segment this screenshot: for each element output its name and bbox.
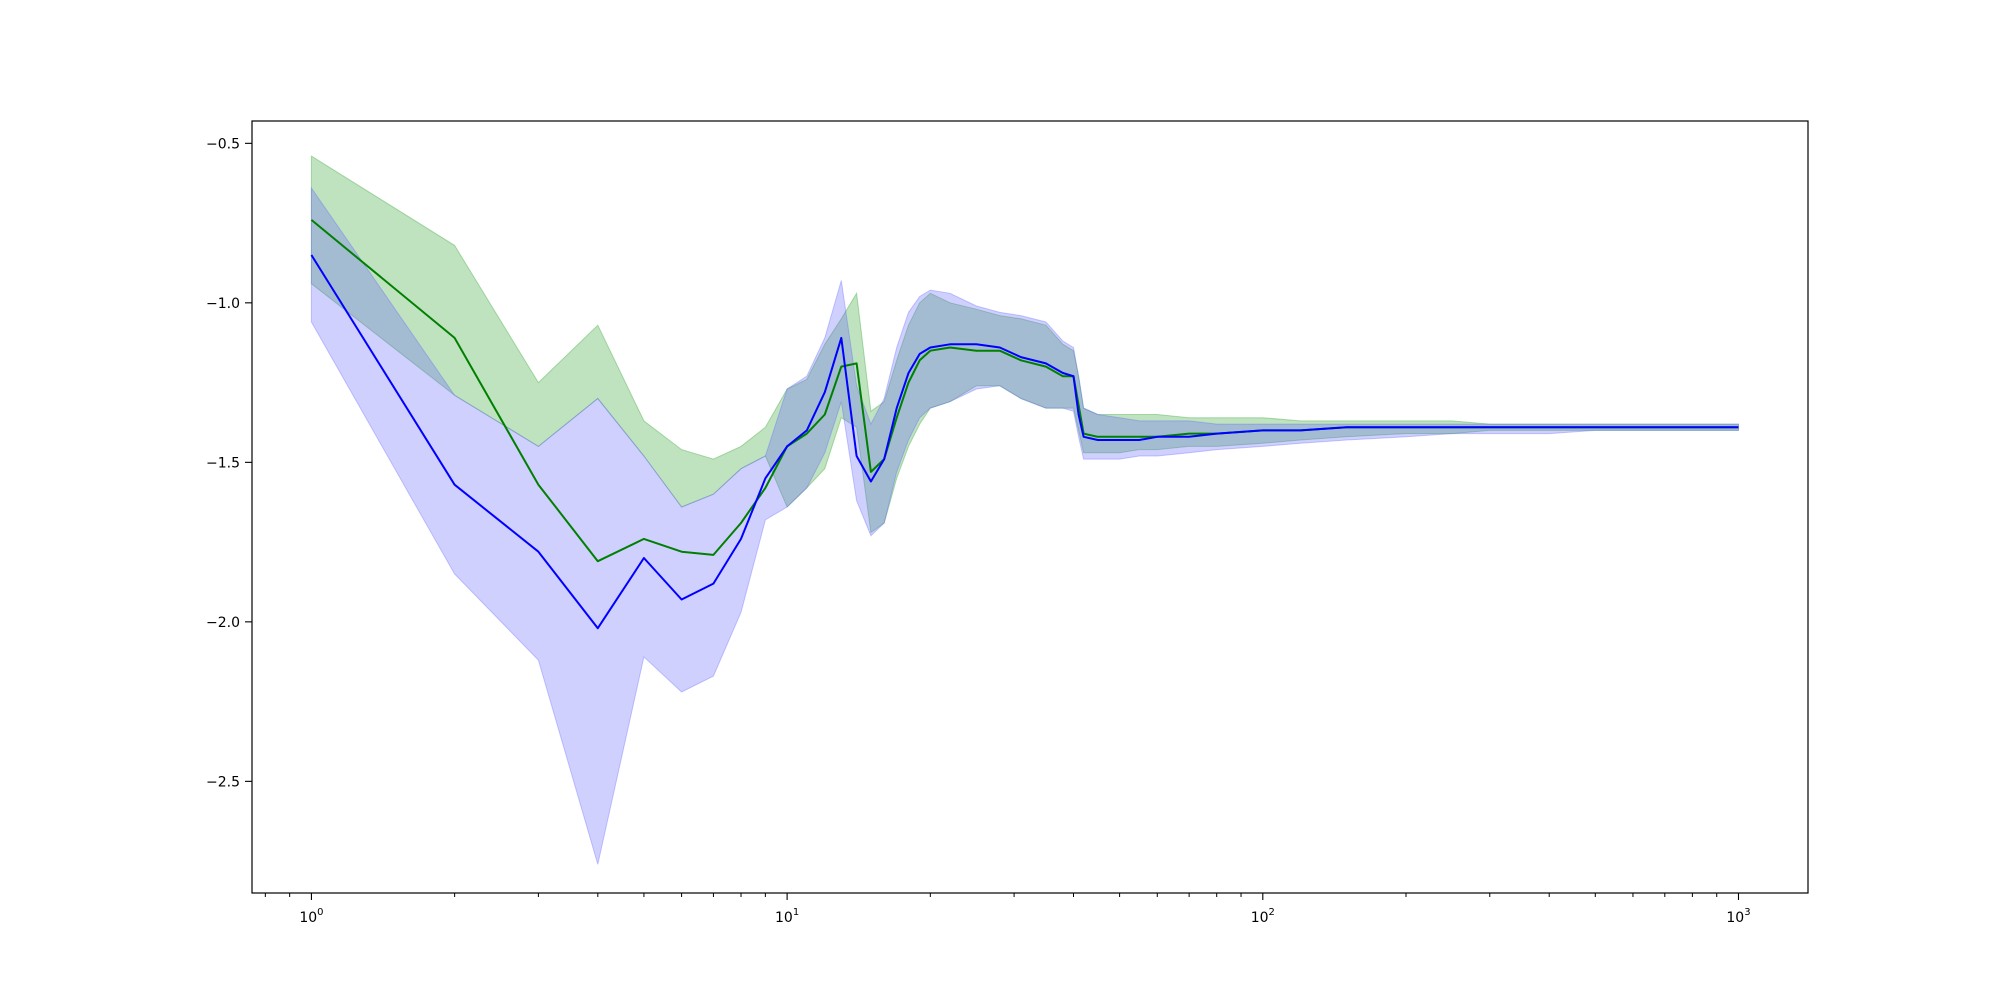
y-tick-label: −1.5 xyxy=(206,455,240,471)
x-tick-label: 102 xyxy=(1251,907,1275,926)
series-2-line xyxy=(310,254,1739,630)
confidence-bands xyxy=(310,155,1739,865)
y-tick-label: −0.5 xyxy=(206,136,240,152)
series-1-band xyxy=(310,155,1739,534)
x-tick-label: 101 xyxy=(775,907,799,926)
x-tick-label: 103 xyxy=(1726,907,1750,926)
y-tick-label: −2.0 xyxy=(206,615,240,631)
series-lines xyxy=(310,219,1739,630)
series-2-band xyxy=(310,186,1739,865)
y-tick-label: −1.0 xyxy=(206,296,240,312)
y-tick-label: −2.5 xyxy=(206,774,240,790)
plot-frame xyxy=(251,120,1809,894)
x-tick-label: 100 xyxy=(299,907,323,926)
x-axis: 100 101 102 103 xyxy=(264,893,1751,926)
y-axis: −0.5 −1.0 −1.5 −2.0 −2.5 xyxy=(206,136,252,790)
